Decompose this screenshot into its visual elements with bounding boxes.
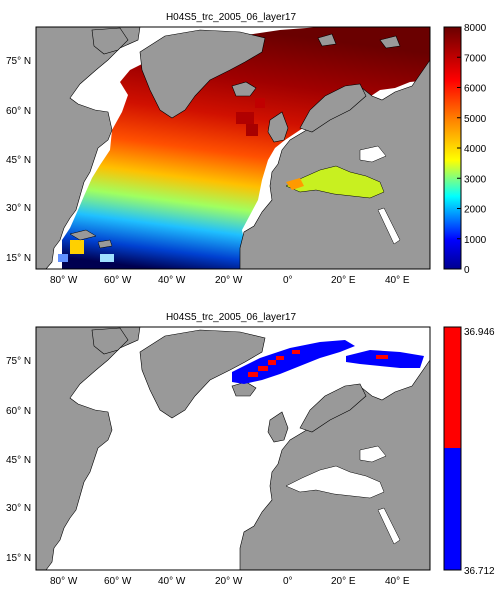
top-lat-label: 60° N — [6, 106, 31, 117]
bottom-colorbar-top-label: 36.946 — [464, 327, 495, 338]
top-scandinavia — [299, 83, 367, 133]
top-north-america — [36, 27, 141, 269]
top-field-edge-blocks — [58, 98, 265, 262]
top-lon-label: 40° W — [158, 275, 186, 286]
bottom-map-title: H04S5_trc_2005_06_layer17 — [165, 312, 297, 323]
bottom-colorbar: 36.946 36.712 — [443, 326, 495, 577]
bottom-lon-label: 40° E — [385, 576, 410, 587]
bottom-lat-labels: 75° N 60° N 45° N 30° N 15° N — [6, 356, 31, 564]
bottom-north-america — [36, 327, 141, 570]
top-colorbar-tick-label: 0 — [464, 265, 470, 276]
top-map-frame — [35, 26, 431, 270]
bottom-class-high-pixels — [248, 350, 388, 377]
top-lon-label: 80° W — [50, 275, 78, 286]
top-colorbar-tick-label: 2000 — [464, 205, 487, 216]
bottom-lon-label: 20° E — [331, 576, 356, 587]
top-colorbar-tick-label: 4000 — [464, 144, 487, 155]
bottom-colorbar-high — [444, 327, 461, 448]
top-map — [35, 26, 431, 270]
bottom-mediterranean — [285, 465, 385, 499]
bottom-lon-label: 80° W — [50, 576, 78, 587]
bottom-lat-label: 60° N — [6, 406, 31, 417]
top-colorbar-tick-label: 5000 — [464, 114, 487, 125]
bottom-lon-label: 40° W — [158, 576, 186, 587]
top-colorbar-tick-label: 6000 — [464, 84, 487, 95]
top-british-isles — [267, 111, 289, 143]
top-iceland — [231, 81, 257, 97]
top-lon-label: 60° W — [104, 275, 132, 286]
top-colorbar-tick-label: 7000 — [464, 53, 487, 64]
top-lon-label: 20° W — [215, 275, 243, 286]
bottom-baffin-island — [91, 327, 129, 355]
bottom-colorbar-bottom-label: 36.712 — [464, 566, 495, 577]
top-colorbar: 0 1000 2000 3000 4000 5000 6000 7000 8000 — [443, 23, 487, 276]
top-lat-label: 15° N — [6, 253, 31, 264]
bottom-scandinavia — [299, 383, 367, 433]
top-lon-labels: 80° W 60° W 40° W 20° W 0° 20° E 40° E — [50, 275, 410, 286]
top-lat-label: 75° N — [6, 56, 31, 67]
top-lat-labels: 75° N 60° N 45° N 30° N 15° N — [6, 56, 31, 264]
bottom-colorbar-low — [444, 448, 461, 570]
top-black-sea — [359, 145, 387, 163]
bottom-lat-label: 15° N — [6, 553, 31, 564]
top-baffin-island — [91, 27, 129, 55]
bottom-map-frame — [35, 326, 431, 571]
top-lon-label: 0° — [283, 275, 293, 286]
top-lat-label: 45° N — [6, 155, 31, 166]
bottom-lat-label: 30° N — [6, 503, 31, 514]
top-colorbar-tick-label: 8000 — [464, 23, 487, 34]
top-red-sea — [377, 207, 401, 245]
top-lat-label: 30° N — [6, 203, 31, 214]
top-lon-label: 40° E — [385, 275, 410, 286]
bottom-british-isles — [267, 411, 289, 443]
bottom-lon-label: 20° W — [215, 576, 243, 587]
top-colorbar-tick-label: 1000 — [464, 235, 487, 246]
bottom-greenland — [139, 329, 266, 419]
bottom-class-low-area — [232, 340, 355, 384]
top-map-title: H04S5_trc_2005_06_layer17 — [165, 12, 297, 23]
bottom-lon-label: 0° — [283, 576, 293, 587]
bottom-lon-labels: 80° W 60° W 40° W 20° W 0° 20° E 40° E — [50, 576, 410, 587]
bottom-lat-label: 45° N — [6, 455, 31, 466]
bottom-map — [35, 326, 431, 571]
bottom-land — [36, 327, 430, 570]
top-colorbar-tick-label: 3000 — [464, 174, 487, 185]
top-greenland — [139, 29, 266, 119]
bottom-lon-label: 60° W — [104, 576, 132, 587]
bottom-lat-label: 75° N — [6, 356, 31, 367]
top-lon-label: 20° E — [331, 275, 356, 286]
